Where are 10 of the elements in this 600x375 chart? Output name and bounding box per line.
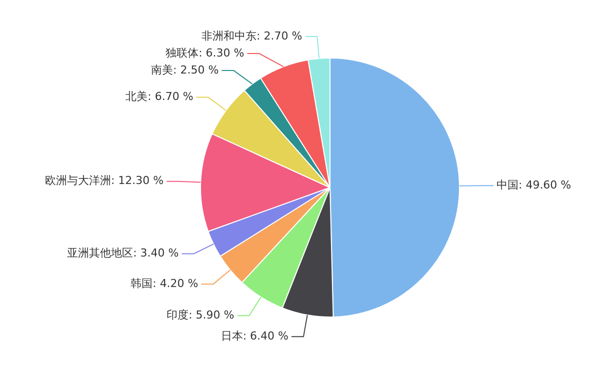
slice-label: 非洲和中东: 2.70 % xyxy=(202,29,302,42)
slice-label: 印度: 5.90 % xyxy=(166,308,234,322)
slice-label: 南美: 2.50 % xyxy=(151,63,219,76)
slice-label: 独联体: 6.30 % xyxy=(166,46,244,60)
slice-label: 欧洲与大洋洲: 12.30 % xyxy=(44,174,164,188)
slice-label: 日本: 6.40 % xyxy=(220,330,288,343)
slice-label: 亚洲其他地区: 3.40 % xyxy=(67,246,179,260)
slice-label: 韩国: 4.20 % xyxy=(130,276,198,290)
slice-label: 中国: 49.60 % xyxy=(496,178,572,192)
slice-label: 北美: 6.70 % xyxy=(126,90,194,104)
